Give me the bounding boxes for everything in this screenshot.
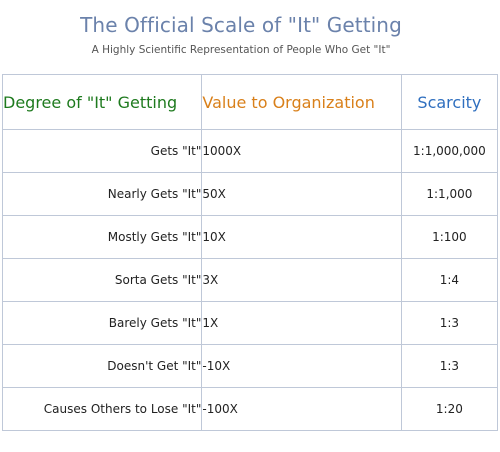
degree-cell: Nearly Gets "It" — [1, 172, 203, 216]
degree-cell: Doesn't Get "It" — [1, 344, 203, 388]
table-row: Sorta Gets "It" 3X 1:4 — [1, 258, 499, 302]
table-row: Barely Gets "It" 1X 1:3 — [1, 301, 499, 345]
table-row: Gets "It" 1000X 1:1,000,000 — [1, 129, 499, 173]
scarcity-cell: 1:4 — [400, 258, 499, 302]
header-degree: Degree of "It" Getting — [1, 74, 203, 130]
value-cell: -100X — [201, 387, 402, 431]
value-cell: -10X — [201, 344, 402, 388]
degree-cell: Sorta Gets "It" — [1, 258, 203, 302]
table-row: Doesn't Get "It" -10X 1:3 — [1, 344, 499, 388]
scarcity-cell: 1:100 — [400, 215, 499, 259]
scarcity-cell: 1:1,000,000 — [400, 129, 499, 173]
degree-cell: Barely Gets "It" — [1, 301, 203, 345]
scarcity-cell: 1:20 — [400, 387, 499, 431]
value-cell: 1X — [201, 301, 402, 345]
page-title: The Official Scale of "It" Getting — [80, 13, 402, 37]
page-subtitle: A Highly Scientific Representation of Pe… — [91, 44, 391, 56]
it-getting-scale-table: Degree of "It" Getting Value to Organiza… — [1, 74, 499, 431]
scarcity-cell: 1:3 — [400, 344, 499, 388]
value-cell: 1000X — [201, 129, 402, 173]
degree-cell: Mostly Gets "It" — [1, 215, 203, 259]
degree-cell: Causes Others to Lose "It" — [1, 387, 203, 431]
value-cell: 3X — [201, 258, 402, 302]
degree-cell: Gets "It" — [1, 129, 203, 173]
value-cell: 50X — [201, 172, 402, 216]
header-scarcity: Scarcity — [400, 74, 499, 130]
table-row: Mostly Gets "It" 10X 1:100 — [1, 215, 499, 259]
value-cell: 10X — [201, 215, 402, 259]
table-row: Causes Others to Lose "It" -100X 1:20 — [1, 387, 499, 431]
scarcity-cell: 1:3 — [400, 301, 499, 345]
scarcity-cell: 1:1,000 — [400, 172, 499, 216]
table-header-row: Degree of "It" Getting Value to Organiza… — [1, 74, 499, 130]
header-value: Value to Organization — [201, 74, 402, 130]
table-row: Nearly Gets "It" 50X 1:1,000 — [1, 172, 499, 216]
